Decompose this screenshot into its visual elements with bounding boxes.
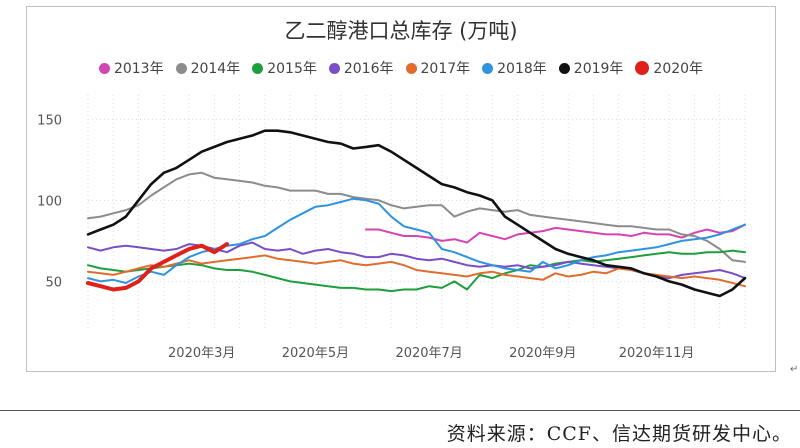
chart-frame: 乙二醇港口总库存 (万吨) 2013年 2014年 2015年 2016年 20… (26, 6, 776, 372)
series-line-2018 (87, 197, 746, 284)
x-tick-label: 2020年7月 (395, 346, 462, 361)
chart-title: 乙二醇港口总库存 (万吨) (284, 19, 518, 43)
series-line-2020 (86, 242, 229, 292)
legend: 2013年 2014年 2015年 2016年 2017年 2018年 2019… (27, 58, 775, 78)
y-tick-label: 50 (45, 275, 62, 290)
legend-label: 2015年 (267, 61, 317, 77)
x-tick-label: 2020年5月 (282, 346, 349, 361)
legend-item-2015[interactable]: 2015年 (252, 58, 317, 78)
series-line-2014 (87, 171, 746, 263)
legend-label: 2019年 (573, 61, 624, 77)
y-tick-label: 100 (37, 194, 62, 209)
legend-label: 2017年 (420, 61, 471, 77)
y-tick-label: 150 (37, 113, 62, 128)
legend-item-2019[interactable]: 2019年 (558, 58, 624, 78)
legend-item-2020[interactable]: 2020年 (635, 58, 703, 78)
series-line-2019 (86, 129, 747, 298)
x-tick-label: 2020年3月 (168, 346, 235, 361)
source-note: 资料来源：CCF、信达期货研发中心。 (446, 423, 792, 445)
legend-item-2018[interactable]: 2018年 (482, 58, 547, 78)
x-tick-label: 2020年9月 (509, 346, 576, 361)
legend-dot-icon (252, 62, 264, 74)
corner-mark: ↵ (790, 364, 799, 375)
legend-label: 2016年 (343, 61, 394, 77)
legend-label: 2020年 (653, 61, 704, 77)
legend-dot-icon (405, 62, 417, 74)
legend-dot-icon (328, 62, 340, 74)
legend-item-2014[interactable]: 2014年 (175, 58, 241, 78)
legend-dot-icon (635, 61, 650, 75)
legend-label: 2014年 (190, 61, 241, 77)
legend-label: 2018年 (497, 61, 547, 77)
legend-item-2016[interactable]: 2016年 (328, 58, 394, 78)
x-tick-label: 2020年11月 (619, 346, 695, 361)
series-line-2013 (365, 223, 746, 244)
legend-item-2017[interactable]: 2017年 (405, 58, 471, 78)
series-line-2015 (87, 249, 746, 293)
legend-dot-icon (98, 62, 110, 74)
legend-dot-icon (558, 62, 570, 74)
legend-item-2013[interactable]: 2013年 (98, 58, 164, 78)
legend-dot-icon (482, 62, 494, 74)
legend-dot-icon (175, 62, 187, 74)
legend-label: 2013年 (113, 61, 164, 77)
divider-line (0, 410, 800, 411)
